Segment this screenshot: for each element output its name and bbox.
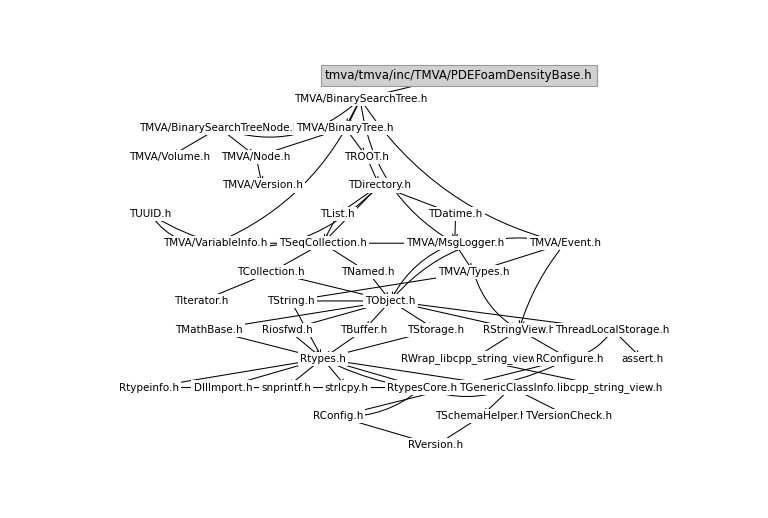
Text: TSeqCollection.h: TSeqCollection.h bbox=[279, 238, 366, 248]
Text: TSchemaHelper.h: TSchemaHelper.h bbox=[435, 411, 527, 422]
Text: ThreadLocalStorage.h: ThreadLocalStorage.h bbox=[555, 325, 670, 335]
Text: snprintf.h: snprintf.h bbox=[261, 383, 311, 393]
Text: strlcpy.h: strlcpy.h bbox=[325, 383, 369, 393]
Text: TMVA/BinaryTree.h: TMVA/BinaryTree.h bbox=[296, 123, 394, 133]
Text: TMVA/Volume.h: TMVA/Volume.h bbox=[130, 152, 210, 162]
Text: TNamed.h: TNamed.h bbox=[341, 267, 395, 277]
Text: RConfigure.h: RConfigure.h bbox=[536, 354, 604, 364]
Text: TMVA/MsgLogger.h: TMVA/MsgLogger.h bbox=[406, 238, 504, 248]
Text: TBuffer.h: TBuffer.h bbox=[340, 325, 388, 335]
Text: TMVA/Event.h: TMVA/Event.h bbox=[529, 238, 601, 248]
Text: TMathBase.h: TMathBase.h bbox=[175, 325, 243, 335]
Text: TObject.h: TObject.h bbox=[366, 296, 415, 306]
Text: TStorage.h: TStorage.h bbox=[407, 325, 465, 335]
Text: TMVA/BinarySearchTreeNode.h: TMVA/BinarySearchTreeNode.h bbox=[139, 123, 300, 133]
Text: TROOT.h: TROOT.h bbox=[344, 152, 389, 162]
Text: TMVA/Types.h: TMVA/Types.h bbox=[438, 267, 509, 277]
Text: assert.h: assert.h bbox=[621, 354, 664, 364]
Text: TCollection.h: TCollection.h bbox=[237, 267, 305, 277]
Text: RConfig.h: RConfig.h bbox=[313, 411, 363, 422]
Text: TUUID.h: TUUID.h bbox=[129, 209, 171, 219]
Text: libcpp_string_view.h: libcpp_string_view.h bbox=[557, 382, 662, 393]
Text: RWrap_libcpp_string_view.h: RWrap_libcpp_string_view.h bbox=[402, 353, 546, 364]
Text: TDirectory.h: TDirectory.h bbox=[348, 180, 411, 191]
Text: DllImport.h: DllImport.h bbox=[194, 383, 252, 393]
Text: Rtypeinfo.h: Rtypeinfo.h bbox=[119, 383, 179, 393]
Text: RtypesCore.h: RtypesCore.h bbox=[387, 383, 458, 393]
Text: TGenericClassInfo.h: TGenericClassInfo.h bbox=[459, 383, 564, 393]
Text: RVersion.h: RVersion.h bbox=[409, 440, 463, 450]
Text: Riosfwd.h: Riosfwd.h bbox=[263, 325, 313, 335]
Text: TVersionCheck.h: TVersionCheck.h bbox=[525, 411, 612, 422]
Text: TMVA/Version.h: TMVA/Version.h bbox=[222, 180, 303, 191]
Text: TMVA/Node.h: TMVA/Node.h bbox=[221, 152, 291, 162]
Text: TString.h: TString.h bbox=[267, 296, 315, 306]
Text: TList.h: TList.h bbox=[320, 209, 355, 219]
Text: TIterator.h: TIterator.h bbox=[174, 296, 229, 306]
Text: Rtypes.h: Rtypes.h bbox=[300, 354, 346, 364]
Text: tmva/tmva/inc/TMVA/PDEFoamDensityBase.h: tmva/tmva/inc/TMVA/PDEFoamDensityBase.h bbox=[325, 69, 592, 82]
Text: TDatime.h: TDatime.h bbox=[429, 209, 482, 219]
Text: RStringView.h: RStringView.h bbox=[483, 325, 555, 335]
Text: TMVA/BinarySearchTree.h: TMVA/BinarySearchTree.h bbox=[293, 94, 427, 104]
Text: TMVA/VariableInfo.h: TMVA/VariableInfo.h bbox=[163, 238, 267, 248]
